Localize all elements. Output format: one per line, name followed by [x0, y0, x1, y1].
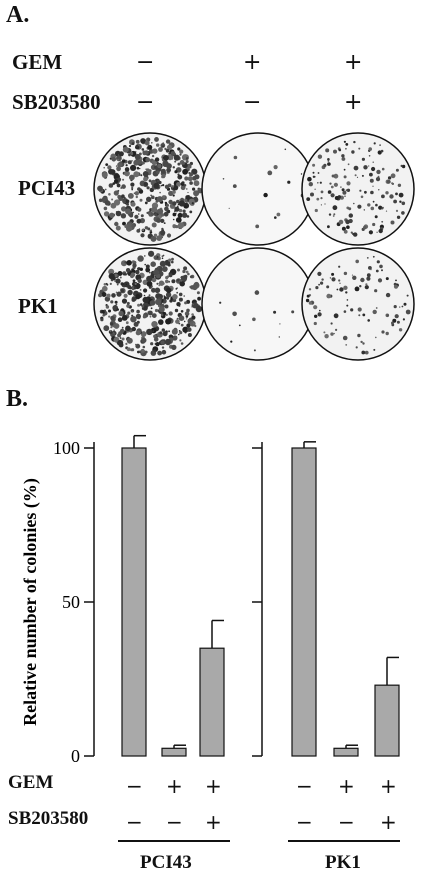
b-gem-sign-5: + — [338, 774, 355, 798]
b-gem-sign-6: + — [380, 774, 397, 798]
bar-pci43-3 — [199, 647, 225, 757]
plate-pci43-2 — [201, 132, 315, 246]
error-bar-pci43-1 — [133, 434, 146, 448]
b-gem-row-label: GEM — [8, 772, 54, 793]
b-sb-row-label: SB203580 — [8, 808, 89, 829]
y-axis-label: Relative number of colonies (%) — [20, 478, 41, 726]
bar-pci43-1 — [121, 447, 147, 757]
y-tick-label-50: 50 — [62, 592, 80, 612]
bar-pk1-3 — [374, 684, 400, 757]
group-label-pci43: PCI43 — [140, 852, 192, 873]
sb-sign-2: − — [243, 90, 262, 115]
error-bar-pci43-2 — [173, 744, 186, 749]
plate-pk1-1 — [93, 247, 207, 361]
b-sb-sign-2: − — [166, 810, 183, 834]
gem-sign-1: − — [136, 50, 155, 75]
error-bar-pk1-1 — [303, 441, 316, 448]
b-sb-sign-6: + — [380, 810, 397, 834]
colony-plates — [93, 132, 415, 361]
b-gem-sign-2: + — [166, 774, 183, 798]
gem-sign-3: + — [344, 50, 363, 75]
b-sb-sign-3: + — [205, 810, 222, 834]
gem-row-label: GEM — [12, 50, 63, 74]
plate-pk1-3 — [301, 247, 415, 361]
pk1-row-label: PK1 — [18, 294, 58, 318]
b-gem-sign-3: + — [205, 774, 222, 798]
b-sb-sign-5: − — [338, 810, 355, 834]
y-tick-label-100: 100 — [53, 438, 80, 458]
y-tick-label-0: 0 — [71, 746, 80, 766]
plate-pci43-1 — [93, 132, 207, 246]
group-underline-pk1 — [288, 840, 400, 842]
bar-pk1-1 — [291, 447, 317, 757]
sb-sign-3: + — [344, 90, 363, 115]
gem-sign-2: + — [243, 50, 262, 75]
error-bar-pk1-2 — [345, 744, 358, 749]
bar-pci43-2 — [161, 747, 187, 757]
plate-pci43-3 — [301, 132, 415, 246]
plate-pk1-2 — [201, 247, 315, 361]
error-bar-pci43-3 — [211, 619, 224, 649]
bar-chart: Relative number of colonies (%) 0 50 100 — [20, 434, 400, 766]
error-bar-pk1-3 — [386, 656, 399, 686]
pci43-row-label: PCI43 — [18, 176, 76, 200]
b-gem-sign-4: − — [296, 774, 313, 798]
group-underline-pci43 — [118, 840, 230, 842]
sb-sign-1: − — [136, 90, 155, 115]
panel-b-label: B. — [6, 386, 29, 412]
sb-row-label: SB203580 — [12, 90, 101, 114]
panel-a-label: A. — [6, 2, 30, 28]
group-label-pk1: PK1 — [325, 852, 361, 873]
bar-pk1-2 — [333, 747, 359, 757]
b-gem-sign-1: − — [126, 774, 143, 798]
b-sb-sign-1: − — [126, 810, 143, 834]
b-sb-sign-4: − — [296, 810, 313, 834]
